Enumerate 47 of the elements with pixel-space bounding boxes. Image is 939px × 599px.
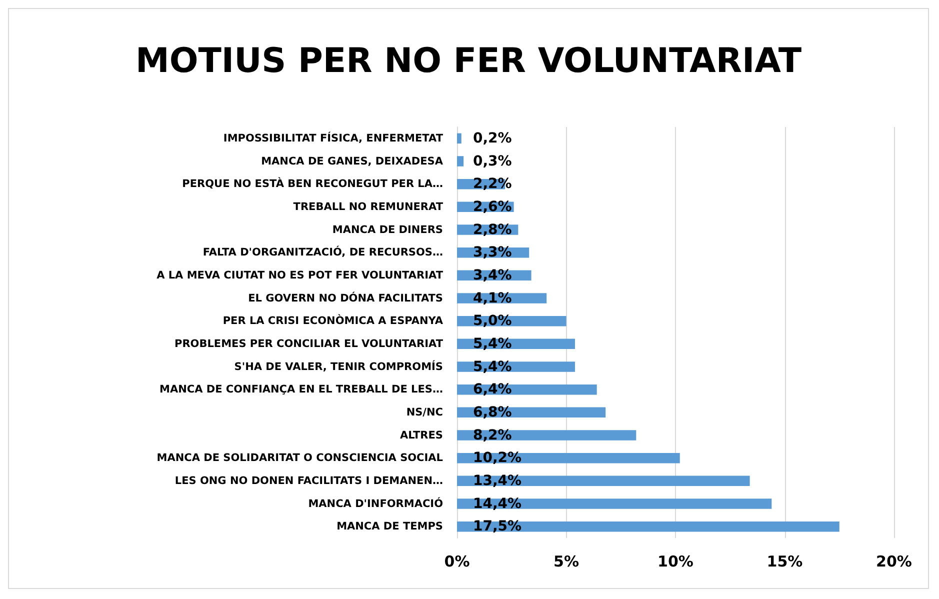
y-tick-label: PER LA CRISI ECONÒMICA A ESPANYA xyxy=(222,314,444,328)
y-tick-label: S'HA DE VALER, TENIR COMPROMÍS xyxy=(234,360,443,373)
y-tick-label: EL GOVERN NO DÓNA FACILITATS xyxy=(248,291,443,304)
x-tick-label: 20% xyxy=(876,552,912,570)
y-tick-label: MANCA DE DINERS xyxy=(332,224,443,236)
y-tick-label: MANCA DE CONFIANÇA EN EL TREBALL DE LES… xyxy=(160,384,443,396)
data-label: 6,4% xyxy=(473,382,512,398)
y-tick-label: PERQUE NO ESTÀ BEN RECONEGUT PER LA… xyxy=(182,177,443,190)
data-label: 4,1% xyxy=(473,290,512,306)
y-tick-label: FALTA D'ORGANITZACIÓ, DE RECURSOS… xyxy=(202,246,443,259)
data-label: 3,3% xyxy=(473,244,512,261)
y-tick-label: IMPOSSIBILITAT FÍSICA, ENFERMETAT xyxy=(223,131,444,144)
x-tick-label: 10% xyxy=(658,552,694,570)
data-label: 8,2% xyxy=(473,427,512,444)
y-tick-label: LES ONG NO DONEN FACILITATS I DEMANEN… xyxy=(174,474,443,487)
y-tick-label: A LA MEVA CIUTAT NO ES POT FER VOLUNTARIAT xyxy=(156,269,444,282)
y-tick-label: NS/NC xyxy=(406,406,444,418)
y-tick-label: PROBLEMES PER CONCILIAR EL VOLUNTARIAT xyxy=(174,338,444,350)
data-label: 10,2% xyxy=(473,450,522,466)
data-label: 5,4% xyxy=(473,358,512,375)
y-tick-label: TREBALL NO REMUNERAT xyxy=(293,200,444,213)
bar xyxy=(457,156,464,166)
y-tick-label: MANCA DE GANES, DEIXADESA xyxy=(261,155,444,168)
x-tick-label: 5% xyxy=(554,552,579,570)
y-tick-label: ALTRES xyxy=(400,429,443,442)
bar xyxy=(457,133,462,144)
data-label: 13,4% xyxy=(473,472,522,489)
bar xyxy=(457,498,772,509)
x-tick-label: 15% xyxy=(766,552,803,570)
data-label: 0,2% xyxy=(473,130,512,146)
data-label: 6,8% xyxy=(473,404,512,420)
x-tick-label: 0% xyxy=(444,552,470,570)
data-label: 2,6% xyxy=(473,198,512,215)
data-label: 14,4% xyxy=(473,496,522,512)
data-label: 5,0% xyxy=(473,313,512,330)
y-tick-label: MANCA DE SOLIDARITAT O CONSCIENCIA SOCIAL xyxy=(156,452,444,464)
chart-title: MOTIUS PER NO FER VOLUNTARIAT xyxy=(135,41,802,81)
y-tick-label: MANCA DE TEMPS xyxy=(336,520,443,533)
data-label: 2,8% xyxy=(473,222,512,238)
bar xyxy=(457,476,750,486)
data-label: 3,4% xyxy=(473,267,512,284)
bar xyxy=(457,521,840,532)
data-label: 17,5% xyxy=(473,518,522,535)
data-label: 0,3% xyxy=(473,153,512,170)
y-tick-label: MANCA D'INFORMACIÓ xyxy=(308,496,444,510)
bar xyxy=(457,430,636,440)
data-label: 5,4% xyxy=(473,336,512,352)
